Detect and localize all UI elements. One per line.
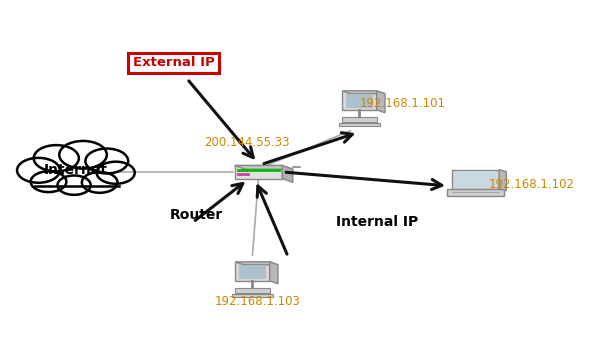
FancyBboxPatch shape (339, 122, 380, 126)
FancyBboxPatch shape (447, 188, 504, 196)
Polygon shape (269, 262, 278, 284)
Text: 200.144.55.33: 200.144.55.33 (204, 135, 289, 148)
FancyBboxPatch shape (239, 265, 266, 279)
Circle shape (31, 171, 67, 192)
FancyBboxPatch shape (235, 165, 282, 179)
Polygon shape (377, 91, 385, 113)
FancyBboxPatch shape (341, 118, 377, 121)
Text: 192.168.1.102: 192.168.1.102 (489, 178, 575, 191)
FancyBboxPatch shape (128, 53, 219, 73)
FancyBboxPatch shape (342, 91, 377, 110)
Polygon shape (235, 262, 278, 265)
Text: Internal IP: Internal IP (336, 215, 418, 229)
Bar (14, 181, 128, 196)
Text: Internet: Internet (44, 163, 108, 177)
Polygon shape (235, 165, 293, 169)
FancyBboxPatch shape (346, 94, 373, 108)
FancyBboxPatch shape (452, 170, 499, 188)
Polygon shape (282, 165, 293, 182)
Circle shape (85, 148, 128, 173)
FancyBboxPatch shape (455, 171, 496, 186)
FancyBboxPatch shape (235, 289, 270, 293)
Text: 192.168.1.103: 192.168.1.103 (214, 295, 300, 308)
Text: External IP: External IP (133, 57, 215, 69)
Circle shape (82, 172, 118, 193)
FancyBboxPatch shape (235, 262, 269, 281)
Circle shape (97, 162, 135, 184)
Circle shape (34, 145, 79, 171)
FancyBboxPatch shape (232, 294, 272, 297)
Circle shape (17, 158, 60, 183)
Polygon shape (499, 170, 506, 191)
Text: Router: Router (169, 208, 223, 222)
Circle shape (58, 176, 91, 195)
Polygon shape (342, 91, 385, 94)
Circle shape (59, 141, 107, 168)
Text: 192.168.1.101: 192.168.1.101 (359, 97, 445, 110)
